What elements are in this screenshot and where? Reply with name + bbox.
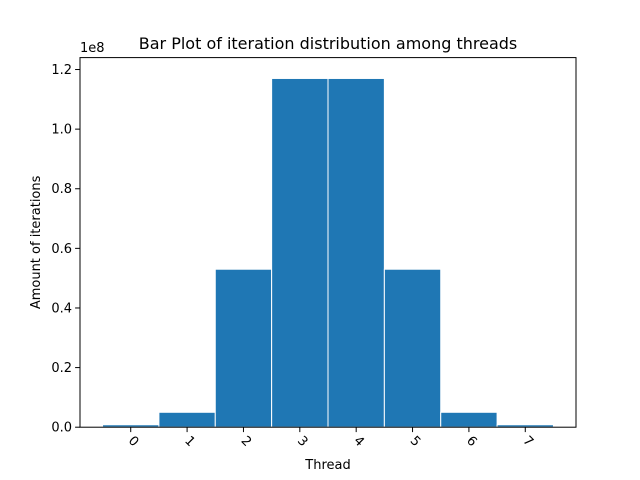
bar-thread-2 — [214, 268, 273, 428]
bar-thread-6 — [440, 411, 498, 428]
x-axis-label: Thread — [304, 458, 350, 473]
x-tick-label: 6 — [463, 433, 479, 449]
y-axis-ticks: 0.0 0.2 0.4 0.6 0.8 1.0 1.2 — [51, 63, 80, 436]
bar-thread-4 — [327, 77, 385, 428]
x-tick-label: 2 — [238, 433, 254, 449]
x-tick-label: 7 — [520, 433, 536, 449]
y-scale-label: 1e8 — [80, 41, 105, 56]
y-tick-label: 0.6 — [51, 242, 72, 257]
x-axis-ticks: 0 1 2 3 4 5 6 7 — [125, 427, 536, 450]
x-tick-label: 1 — [181, 433, 197, 449]
x-tick-label: 0 — [125, 433, 141, 449]
bar-thread-1 — [158, 411, 216, 428]
x-tick-label: 3 — [294, 433, 310, 449]
y-axis-label: Amount of iterations — [29, 175, 44, 309]
x-tick-label: 4 — [350, 433, 366, 449]
y-tick-label: 0.2 — [51, 361, 72, 376]
bar-thread-3 — [271, 77, 329, 428]
y-tick-label: 0.4 — [51, 301, 72, 316]
y-tick-label: 1.2 — [51, 63, 72, 78]
y-tick-label: 0.0 — [51, 421, 72, 436]
bar-thread-5 — [383, 268, 442, 428]
y-tick-label: 1.0 — [51, 123, 72, 138]
bars-group — [102, 77, 554, 428]
y-tick-label: 0.8 — [51, 182, 72, 197]
chart-title: Bar Plot of iteration distribution among… — [139, 34, 517, 53]
x-tick-label: 5 — [407, 433, 423, 449]
plot-frame — [79, 57, 577, 428]
